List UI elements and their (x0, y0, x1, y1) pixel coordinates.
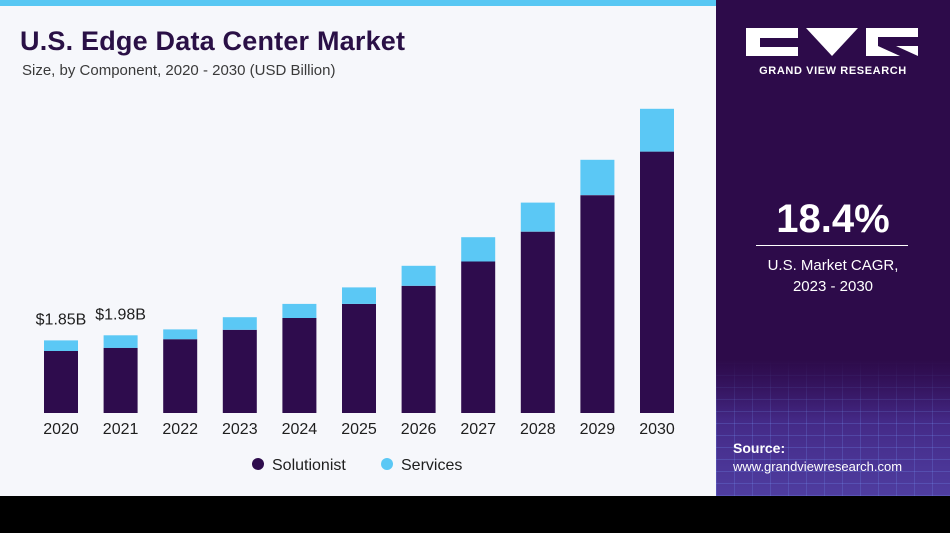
bar-solutionist-2028 (520, 231, 555, 413)
bar-services-2030 (640, 108, 674, 152)
bar-solutionist-2029 (580, 195, 615, 413)
chart-title: U.S. Edge Data Center Market (20, 26, 406, 56)
legend-marker-services (381, 458, 393, 470)
bar-solutionist-2027 (461, 261, 496, 413)
cagr-label: U.S. Market CAGR, 2023 - 2030 (716, 255, 950, 297)
cagr-label-line-2: 2023 - 2030 (792, 278, 874, 295)
accent-strip (0, 0, 716, 6)
source-label: Source: (733, 440, 786, 456)
legend-marker-solutionist (252, 458, 264, 470)
divider (756, 245, 908, 246)
chart-subtitle: Size, by Component, 2020 - 2030 (USD Bil… (22, 62, 336, 79)
x-tick-label: 2022 (162, 421, 198, 438)
data-label: $1.85B (36, 311, 87, 328)
x-tick-label: 2026 (401, 421, 437, 438)
bar-services-2025 (342, 287, 376, 304)
x-tick-label: 2030 (639, 421, 675, 438)
gvr-logo-icon (746, 28, 918, 56)
x-tick-label: 2020 (43, 421, 79, 438)
x-tick-label: 2021 (103, 421, 139, 438)
bar-solutionist-2026 (401, 285, 436, 413)
brand-name: GRAND VIEW RESEARCH (759, 65, 907, 77)
x-tick-label: 2028 (520, 421, 556, 438)
bar-services-2026 (401, 265, 436, 286)
legend-label: Solutionist (272, 457, 346, 474)
x-tick-label: 2027 (460, 421, 496, 438)
bar-solutionist-2021 (103, 347, 138, 413)
x-tick-label: 2023 (222, 421, 258, 438)
bar-services-2027 (461, 237, 496, 262)
bar-solutionist-2023 (222, 329, 257, 413)
data-label: $1.98B (95, 306, 146, 323)
x-tick-label: 2025 (341, 421, 377, 438)
x-tick-label: 2024 (282, 421, 318, 438)
source-link[interactable]: www.grandviewresearch.com (733, 459, 903, 474)
bar-services-2022 (163, 329, 198, 340)
bar-solutionist-2022 (163, 339, 198, 413)
bar-solutionist-2024 (282, 318, 317, 413)
bar-solutionist-2025 (342, 303, 376, 413)
bar-services-2021 (103, 335, 138, 348)
bar-services-2023 (222, 317, 257, 330)
bar-chart: 2020 2021 2022 2023 2024 2025 2026 2027 2028 2029… (36, 108, 675, 474)
x-tick-label: 2029 (580, 421, 616, 438)
legend-label: Services (401, 457, 462, 474)
chart-panel: U.S. Edge Data Center Market Size, by Co… (0, 0, 716, 474)
decorative-grid (716, 360, 950, 496)
cagr-value: 18.4% (776, 197, 890, 241)
cagr-label-line-1: U.S. Market CAGR, (767, 257, 899, 274)
bar-services-2024 (282, 303, 317, 318)
bar-solutionist-2020 (44, 351, 78, 413)
bar-services-2028 (520, 202, 555, 232)
chart-card: U.S. Edge Data Center Market Size, by Co… (0, 0, 950, 496)
bar-services-2029 (580, 159, 615, 196)
bar-services-2020 (44, 340, 78, 351)
brand-panel: GRAND VIEW RESEARCH 18.4% U.S. Market CA… (716, 0, 950, 496)
bar-solutionist-2030 (640, 151, 674, 413)
